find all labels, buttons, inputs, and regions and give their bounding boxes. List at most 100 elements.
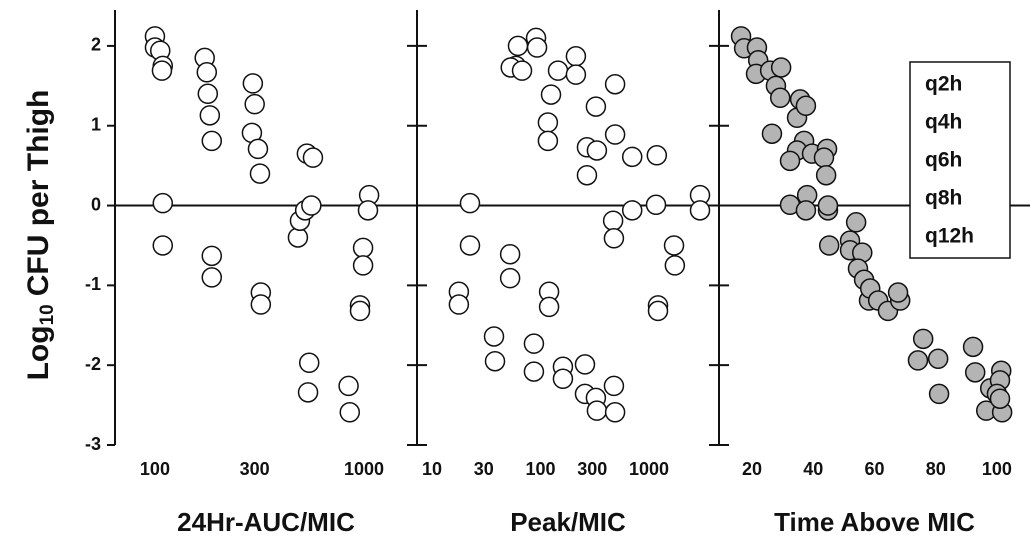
- data-point: [249, 163, 271, 184]
- legend-label: q8h: [925, 187, 962, 210]
- data-point: [499, 267, 521, 289]
- y-tick-label: -2: [85, 354, 101, 374]
- data-point: [586, 140, 608, 161]
- data-point: [818, 235, 840, 256]
- data-point: [663, 235, 685, 256]
- data-point: [349, 300, 371, 322]
- data-point: [664, 255, 686, 276]
- legend-label: q4h: [925, 111, 962, 134]
- x-tick-label: 100: [982, 459, 1012, 479]
- data-point: [523, 361, 545, 382]
- data-point: [845, 212, 867, 233]
- data-point: [302, 147, 324, 168]
- x-tick-label: 300: [240, 459, 270, 479]
- data-point: [647, 300, 669, 322]
- data-point: [448, 294, 470, 315]
- x-axis-label: Time Above MIC: [774, 507, 975, 537]
- data-point: [761, 123, 783, 144]
- data-point: [907, 350, 929, 371]
- data-point: [352, 255, 374, 276]
- x-tick-label: 100: [140, 459, 170, 479]
- data-point: [540, 84, 562, 105]
- data-point: [526, 37, 548, 58]
- data-point: [576, 164, 598, 186]
- legend-box: [909, 61, 1011, 259]
- x-tick-label: 300: [577, 459, 607, 479]
- legend-label: q2h: [925, 73, 962, 96]
- data-point: [989, 388, 1011, 409]
- data-point: [547, 60, 569, 81]
- x-tick-label: 80: [926, 459, 946, 479]
- data-point: [602, 210, 624, 231]
- data-point: [795, 200, 817, 221]
- x-tick-label: 10: [422, 459, 442, 479]
- x-tick-label: 30: [474, 459, 494, 479]
- data-point: [297, 382, 319, 403]
- y-tick-label: 1: [91, 114, 101, 134]
- x-axis-label: 24Hr-AUC/MIC: [177, 507, 355, 537]
- data-point: [927, 348, 949, 370]
- data-point: [459, 192, 481, 214]
- data-point: [197, 83, 219, 105]
- data-point: [689, 200, 711, 221]
- data-point: [201, 130, 223, 152]
- data-point: [287, 227, 309, 248]
- data-point: [887, 282, 909, 303]
- x-tick-label: 1000: [629, 459, 669, 479]
- data-point: [817, 195, 839, 216]
- data-point: [962, 336, 984, 358]
- data-point: [538, 296, 560, 318]
- data-point: [199, 105, 221, 126]
- data-point: [604, 73, 626, 95]
- data-point: [298, 352, 320, 374]
- data-point: [565, 46, 587, 67]
- data-point: [645, 194, 667, 216]
- data-point: [604, 402, 626, 423]
- data-point: [815, 164, 837, 186]
- x-tick-label: 100: [525, 459, 555, 479]
- y-label-rest: CFU per Thigh: [22, 90, 55, 297]
- data-point: [152, 235, 174, 256]
- y-tick-label: -1: [85, 274, 101, 294]
- y-label-base: Log: [22, 325, 55, 380]
- legend-label: q6h: [925, 149, 962, 172]
- data-point: [152, 192, 174, 214]
- data-point: [621, 200, 643, 221]
- data-point: [196, 62, 218, 83]
- data-point: [621, 146, 643, 168]
- data-point: [586, 400, 608, 421]
- data-point: [604, 124, 626, 145]
- x-axis-label: Peak/MIC: [510, 507, 626, 537]
- y-label-subscript: 10: [37, 304, 58, 325]
- data-point: [795, 95, 817, 117]
- data-point: [250, 294, 272, 315]
- data-point: [537, 130, 559, 152]
- y-tick-label: 0: [91, 194, 101, 214]
- data-point: [769, 87, 791, 109]
- x-tick-label: 1000: [344, 459, 384, 479]
- data-point: [585, 96, 607, 117]
- data-point: [242, 73, 264, 94]
- data-point: [779, 150, 801, 172]
- y-tick-label: 2: [91, 35, 101, 55]
- data-point: [565, 64, 587, 85]
- data-point: [201, 245, 223, 267]
- y-tick-label: -3: [85, 434, 101, 454]
- data-point: [483, 326, 505, 347]
- data-point: [507, 35, 529, 57]
- data-point: [770, 57, 792, 78]
- legend-label: q12h: [925, 225, 974, 248]
- data-point: [964, 362, 986, 383]
- data-point: [603, 228, 625, 249]
- data-point: [459, 235, 481, 256]
- data-point: [201, 267, 223, 288]
- y-axis-label: Log10 CFU per Thigh: [22, 90, 58, 381]
- data-point: [357, 200, 379, 221]
- data-point: [574, 354, 596, 375]
- data-point: [646, 145, 668, 166]
- data-point: [339, 402, 361, 423]
- data-point: [301, 195, 322, 216]
- data-point: [151, 60, 173, 81]
- data-point: [603, 375, 625, 397]
